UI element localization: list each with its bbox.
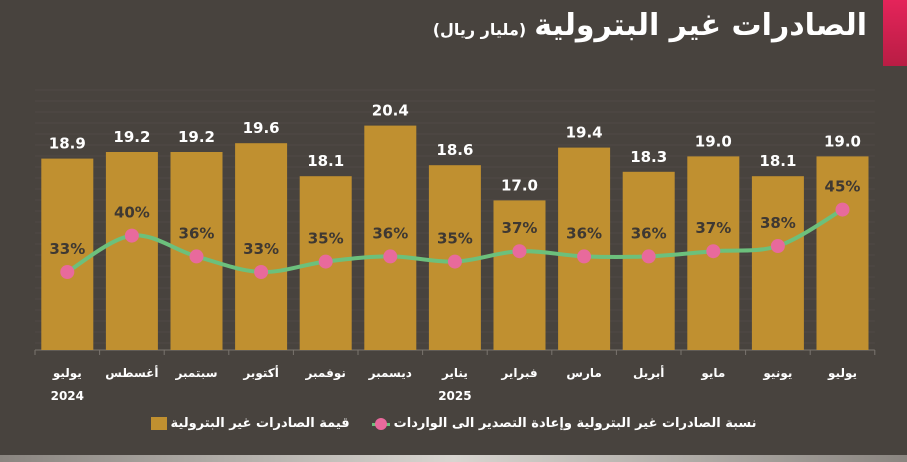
line-marker [318,254,333,269]
year-label: 2025 [438,389,471,403]
line-marker [577,249,592,264]
line-value-label: 36% [566,224,602,242]
year-label: 2024 [51,389,84,403]
bar [816,156,869,350]
x-tick-label: فبراير [500,366,537,380]
legend-swatch-line [371,417,390,430]
bar-value-label: 19.6 [243,119,280,137]
bottom-strip [0,455,907,462]
accent-bar [883,0,907,66]
bar-value-label: 19.2 [178,128,215,146]
title-text: الصادرات غير البترولية [534,8,867,43]
line-value-label: 36% [179,224,215,242]
title-unit: (مليار ريال) [432,20,527,39]
bar-value-label: 17.0 [501,176,538,194]
line-value-label: 38% [760,214,796,232]
line-marker [770,239,785,253]
line-value-label: 35% [437,230,473,248]
line-marker [383,249,398,264]
line-marker [189,249,204,264]
x-tick-label: يوليو [827,366,857,381]
x-tick-label: يونيو [762,366,792,381]
legend-label-bar: قيمة الصادرات غير البترولية [170,416,350,431]
line-value-label: 45% [825,178,861,196]
bar [364,125,417,350]
x-tick-label: أكتوبر [242,365,278,381]
line-value-label: 36% [372,224,408,242]
bar [41,158,94,350]
x-tick-label: أغسطس [105,365,158,380]
line-value-label: 36% [631,224,667,242]
bar-value-label: 18.1 [307,152,344,170]
legend-item-line: نسبة الصادرات غير البترولية وإعادة التصد… [371,416,757,431]
chart-title: الصادرات غير البترولية (مليار ريال) [433,8,867,43]
line-marker [124,228,139,243]
bar [558,147,611,350]
line-marker [447,254,462,269]
bar [751,176,804,350]
bar-value-label: 18.6 [436,141,473,159]
bar-value-label: 18.9 [49,135,86,153]
line-marker [641,249,656,264]
legend-item-bar: قيمة الصادرات غير البترولية [150,416,350,431]
bar [235,143,288,350]
x-tick-label: نوفمبر [305,366,346,381]
bar-value-label: 20.4 [372,102,409,120]
legend-label-line: نسبة الصادرات غير البترولية وإعادة التصد… [393,416,757,431]
x-tick-label: يناير [441,366,468,380]
line-value-label: 40% [114,204,150,222]
bar-value-label: 18.1 [759,152,796,170]
line-value-label: 33% [243,240,279,258]
line-marker [706,244,721,259]
x-tick-label: يوليو [52,366,82,381]
bar-value-label: 19.0 [824,132,861,150]
line-value-label: 37% [695,219,731,237]
bar [105,152,158,350]
bar-value-label: 19.4 [566,124,603,142]
line-marker [835,202,850,217]
legend-swatch-bar [150,417,167,430]
bar-value-label: 19.0 [695,132,732,150]
line-value-label: 33% [49,240,85,258]
x-tick-label: أبريل [633,365,664,380]
bar-value-label: 18.3 [630,148,667,166]
line-marker [254,265,269,279]
bar-value-label: 19.2 [113,128,150,146]
line-value-label: 37% [502,219,538,237]
x-tick-label: مايو [700,366,725,381]
x-tick-label: ديسمبر [368,366,412,380]
x-tick-label: مارس [566,366,601,380]
line-value-label: 35% [308,230,344,248]
bar [493,200,546,350]
line-marker [60,265,75,279]
x-tick-label: سبتمبر [174,366,217,380]
line-marker [512,244,527,259]
legend: نسبة الصادرات غير البترولية وإعادة التصد… [0,416,907,431]
